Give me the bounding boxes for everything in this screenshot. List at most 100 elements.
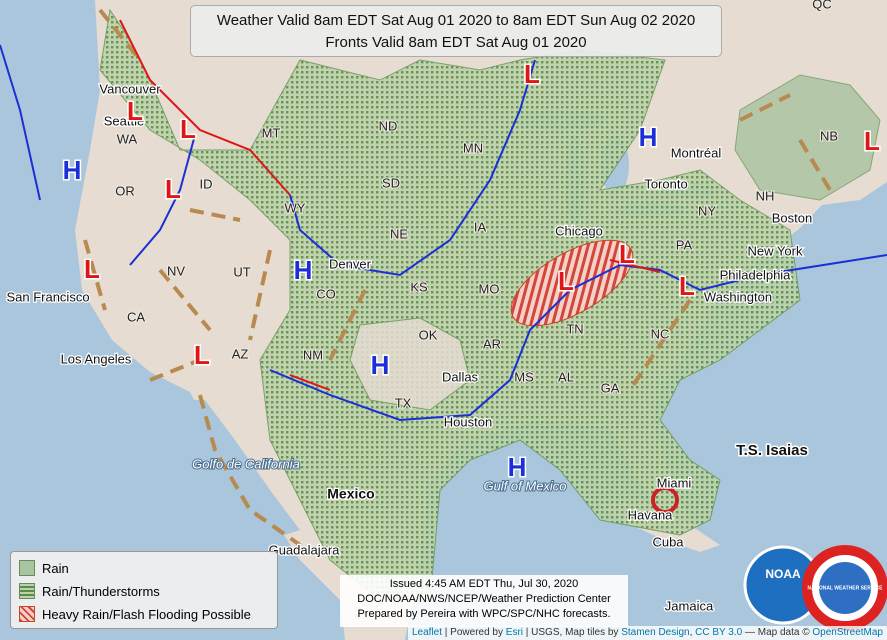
attribution-link[interactable]: Leaflet <box>412 627 443 638</box>
fronts <box>0 19 887 422</box>
water-label: Golfo de California <box>192 456 300 471</box>
legend-label: Heavy Rain/Flash Flooding Possible <box>42 606 251 622</box>
state-label: NY <box>698 203 716 218</box>
attribution: Leaflet | Powered by Esri | USGS, Map ti… <box>408 626 887 640</box>
city-label: Seattle <box>104 113 144 128</box>
country-label: Mexico <box>327 486 374 502</box>
high-pressure: H <box>371 350 390 380</box>
low-pressure: L <box>524 59 540 89</box>
state-label: TX <box>395 395 412 410</box>
canada-land <box>760 0 887 110</box>
state-label: OR <box>115 183 135 198</box>
state-label: WY <box>285 200 306 215</box>
legend-item: Heavy Rain/Flash Flooding Possible <box>19 604 251 624</box>
city-label: Jamaica <box>665 598 714 613</box>
city-label: Guadalajara <box>269 542 341 557</box>
state-label: SD <box>382 175 400 190</box>
high-pressure: H <box>508 452 527 482</box>
state-label: NV <box>167 263 185 278</box>
state-label: CA <box>127 309 145 324</box>
state-label: AR <box>483 336 501 351</box>
state-label: OK <box>419 327 438 342</box>
low-pressure: L <box>165 174 181 204</box>
high-pressure: H <box>639 122 658 152</box>
legend-label: Rain/Thunderstorms <box>42 583 160 599</box>
low-pressure: L <box>864 126 880 156</box>
state-label: NC <box>651 326 670 341</box>
city-label: Denver <box>329 256 372 271</box>
noaa-logo-text: NOAA <box>765 567 801 581</box>
header-box: Weather Valid 8am EDT Sat Aug 01 2020 to… <box>190 5 722 57</box>
legend-swatch <box>19 606 35 622</box>
issued-line: DOC/NOAA/NWS/NCEP/Weather Prediction Cen… <box>357 593 611 605</box>
legend-item: Rain <box>19 558 69 578</box>
attribution-text: — Map data © <box>742 627 813 638</box>
city-label: Cuba <box>652 534 684 549</box>
attribution-text: , <box>689 627 696 638</box>
state-label: IA <box>474 219 487 234</box>
rain-thunderstorm-area <box>99 8 801 601</box>
low-pressure: L <box>194 340 210 370</box>
state-label: UT <box>233 264 250 279</box>
state-label: ID <box>200 176 213 191</box>
city-label: Philadelphia <box>720 267 792 282</box>
high-pressure: H <box>63 155 82 185</box>
atlantic-ocean <box>652 182 887 640</box>
low-pressure: L <box>127 96 143 126</box>
city-label: Boston <box>772 210 812 225</box>
dry-area <box>349 317 471 411</box>
city-label: Chicago <box>555 223 603 238</box>
state-label: GA <box>601 380 620 395</box>
state-label: NB <box>820 128 838 143</box>
storm-label: T.S. Isaias <box>736 442 808 459</box>
legend-swatch <box>19 560 35 576</box>
attribution-text: | USGS, Map tiles by <box>523 627 622 638</box>
city-label: Miami <box>657 475 692 490</box>
issued-line: Prepared by Pereira with WPC/SPC/NHC for… <box>357 608 611 620</box>
nws-logo-text: NATIONAL WEATHER SERVICE <box>808 585 884 591</box>
attribution-text: | Powered by <box>442 627 506 638</box>
state-label: AZ <box>232 346 249 361</box>
issued-box: Issued 4:45 AM EDT Thu, Jul 30, 2020 DOC… <box>340 575 628 627</box>
low-pressure: L <box>558 266 574 296</box>
issued-line: Issued 4:45 AM EDT Thu, Jul 30, 2020 <box>389 578 579 590</box>
legend-item: Rain/Thunderstorms <box>19 581 160 601</box>
low-pressure: L <box>84 254 100 284</box>
attribution-link[interactable]: Stamen Design <box>621 627 690 638</box>
state-label: MT <box>262 125 281 140</box>
state-label: MO <box>479 281 500 296</box>
state-label: KS <box>410 279 428 294</box>
attribution-link[interactable]: CC BY 3.0 <box>695 627 743 638</box>
city-label: Havana <box>628 507 674 522</box>
storm-symbol <box>651 486 679 514</box>
state-label: MS <box>514 369 534 384</box>
legend: Rain Rain/Thunderstorms Heavy Rain/Flash… <box>10 551 278 629</box>
city-label: Montréal <box>671 145 722 160</box>
attribution-link[interactable]: Esri <box>505 627 524 638</box>
city-label: San Francisco <box>6 289 89 304</box>
state-label: QC <box>812 0 832 11</box>
pacific-ocean <box>0 0 345 640</box>
gulf-of-california <box>180 400 300 535</box>
city-label: Toronto <box>644 176 687 191</box>
city-label: Washington <box>704 289 772 304</box>
header-line: Fronts Valid 8am EDT Sat Aug 01 2020 <box>325 34 587 51</box>
low-pressure: L <box>679 271 695 301</box>
low-pressure: L <box>619 239 635 269</box>
state-label: NE <box>390 226 408 241</box>
nws-logo-inner <box>819 562 871 614</box>
legend-label: Rain <box>42 560 69 576</box>
high-pressure: H <box>294 255 313 285</box>
state-label: PA <box>676 237 693 252</box>
state-label: NH <box>756 188 775 203</box>
state-label: AL <box>558 369 574 384</box>
city-label: Los Angeles <box>61 351 132 366</box>
attribution-link[interactable]: OpenStreetMap <box>812 627 883 638</box>
legend-swatch <box>19 583 35 599</box>
state-label: TN <box>566 321 583 336</box>
city-label: Vancouver <box>99 81 161 96</box>
state-label: ND <box>379 118 398 133</box>
state-label: WA <box>117 131 138 146</box>
